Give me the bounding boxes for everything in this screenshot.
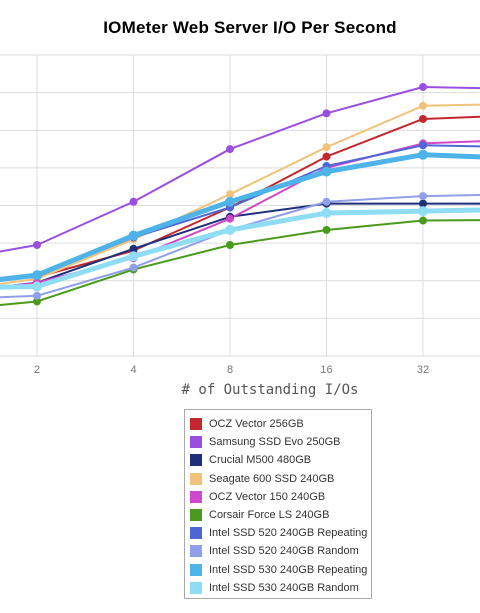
- legend-swatch: [190, 490, 202, 503]
- data-point: [32, 270, 42, 281]
- legend-swatch: [190, 472, 202, 485]
- data-point: [226, 214, 234, 223]
- data-point: [32, 281, 42, 292]
- data-point: [128, 230, 139, 241]
- data-point: [419, 141, 427, 150]
- legend-item: Intel SSD 520 240GB Repeating: [185, 524, 371, 542]
- data-point: [418, 149, 428, 160]
- legend-swatch: [190, 527, 202, 540]
- legend-item: Intel SSD 520 240GB Random: [185, 542, 371, 560]
- legend-item: Intel SSD 530 240GB Random: [185, 579, 371, 597]
- chart-title: IOMeter Web Server I/O Per Second: [103, 18, 397, 37]
- data-point: [322, 197, 331, 206]
- legend-label: Seagate 600 SSD 240GB: [209, 472, 335, 485]
- data-point: [419, 199, 427, 208]
- series-points: [32, 82, 428, 306]
- legend-swatch: [190, 454, 202, 467]
- legend-item: OCZ Vector 150 240GB: [185, 488, 371, 506]
- legend-swatch: [190, 509, 202, 522]
- legend-label: Intel SSD 530 240GB Random: [209, 581, 359, 594]
- legend-item: OCZ Vector 256GB: [185, 415, 371, 433]
- x-tick-label: 4: [130, 364, 136, 376]
- data-point: [226, 145, 234, 154]
- data-point: [129, 263, 138, 272]
- data-point: [33, 241, 41, 250]
- data-point: [129, 244, 138, 253]
- x-tick-labels: 2 4 8 16 32: [34, 364, 429, 376]
- legend-swatch: [190, 563, 202, 576]
- legend-label: Intel SSD 520 240GB Random: [209, 545, 359, 558]
- data-point: [419, 82, 427, 91]
- data-point: [322, 143, 331, 152]
- legend-item: Corsair Force LS 240GB: [185, 506, 371, 524]
- legend: OCZ Vector 256GB Samsung SSD Evo 250GB Cru…: [184, 409, 372, 599]
- data-point: [129, 197, 138, 206]
- legend-item: Crucial M500 480GB: [185, 451, 371, 469]
- legend-item: Samsung SSD Evo 250GB: [185, 433, 371, 451]
- data-point: [419, 114, 427, 123]
- data-point: [322, 225, 331, 234]
- plot-area: 2 4 8 16 32: [0, 54, 480, 376]
- x-tick-label: 32: [417, 364, 429, 376]
- x-tick-label: 8: [227, 364, 233, 376]
- legend-item: Intel SSD 530 240GB Repeating: [185, 561, 371, 579]
- data-point: [419, 101, 427, 110]
- legend-label: OCZ Vector 256GB: [209, 418, 304, 431]
- legend-swatch: [190, 545, 202, 558]
- x-axis-label: # of Outstanding I/Os: [181, 382, 359, 398]
- legend-item: Seagate 600 SSD 240GB: [185, 470, 371, 488]
- x-tick-label: 2: [34, 364, 40, 376]
- legend-swatch: [190, 581, 202, 594]
- series-lines: [0, 85, 480, 307]
- x-tick-label: 16: [320, 364, 332, 376]
- grid-lines: [0, 54, 480, 357]
- data-point: [321, 208, 332, 219]
- legend-label: Corsair Force LS 240GB: [209, 509, 330, 522]
- legend-label: Samsung SSD Evo 250GB: [209, 436, 341, 449]
- data-point: [418, 206, 428, 217]
- legend-label: Intel SSD 520 240GB Repeating: [209, 527, 368, 540]
- data-point: [419, 192, 427, 201]
- legend-label: OCZ Vector 150 240GB: [209, 490, 326, 503]
- legend-label: Crucial M500 480GB: [209, 454, 312, 467]
- data-point: [321, 166, 332, 177]
- legend-swatch: [190, 436, 202, 449]
- series-line-4: [0, 140, 480, 289]
- data-point: [225, 224, 235, 235]
- data-point: [226, 190, 234, 199]
- data-point: [33, 297, 41, 306]
- legend-label: Intel SSD 530 240GB Repeating: [209, 563, 368, 576]
- data-point: [419, 216, 427, 225]
- data-point: [226, 241, 234, 250]
- data-point: [322, 109, 331, 118]
- legend-swatch: [190, 418, 202, 431]
- data-point: [322, 152, 331, 161]
- data-point: [225, 196, 235, 207]
- data-point: [33, 291, 41, 300]
- data-point: [128, 251, 139, 262]
